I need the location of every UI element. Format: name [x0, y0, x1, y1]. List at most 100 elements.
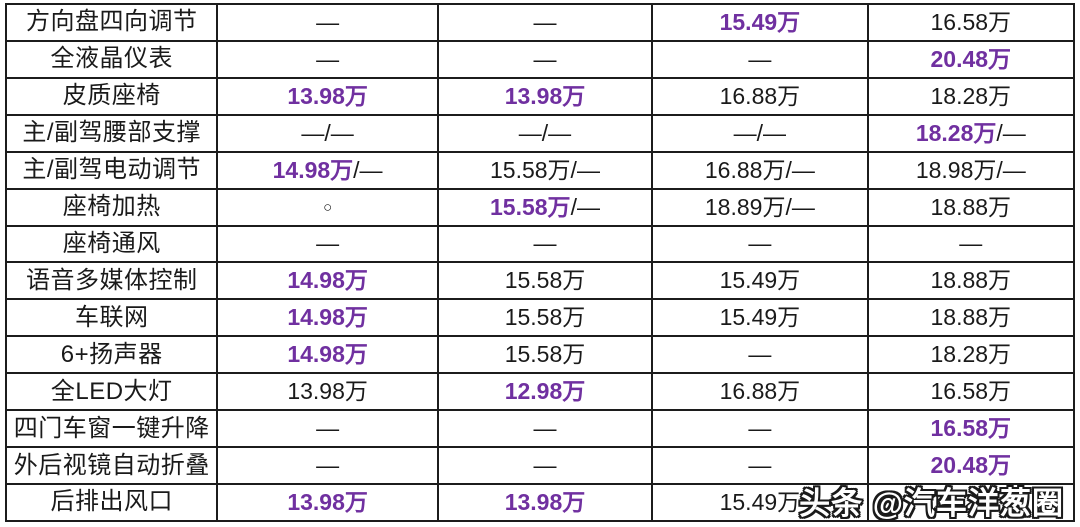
table-row: 主/副驾腰部支撑 —/— —/— —/— 18.28万/—: [7, 113, 1073, 151]
price-cell: 16.88万/—: [651, 152, 866, 188]
price-text: 16.58万: [930, 8, 1012, 35]
highlighted-price: 13.98万: [287, 82, 368, 109]
price-cell: —: [216, 5, 436, 40]
highlighted-price: 20.48万: [930, 452, 1012, 479]
price-text: —: [959, 230, 983, 257]
table-row: 6+扬声器 14.98万 15.58万 — 18.28万: [7, 335, 1073, 373]
price-cell: 16.58万: [866, 374, 1073, 410]
highlighted-price: 14.98万: [287, 267, 368, 294]
price-text: —: [748, 452, 772, 479]
price-cell: 15.49万: [651, 5, 866, 40]
price-cell: —: [216, 448, 436, 483]
price-cell: 12.98万: [436, 374, 651, 410]
price-text: —: [533, 8, 557, 35]
price-cell: 15.58万/—: [436, 152, 651, 188]
table-row: 座椅通风 — — — —: [7, 224, 1073, 262]
feature-cell: 外后视镜自动折叠: [13, 451, 210, 479]
price-text: 18.88万: [930, 267, 1012, 294]
price-text: —: [748, 230, 772, 257]
price-text: —: [748, 45, 772, 72]
price-cell: 15.49万: [651, 484, 866, 520]
price-text: 15.58万: [504, 304, 586, 331]
highlighted-price: 15.49万: [719, 8, 801, 35]
price-cell: 20.48万: [866, 41, 1073, 77]
price-text: —: [533, 230, 557, 257]
price-text: —: [316, 230, 340, 257]
feature-cell: 主/副驾电动调节: [22, 156, 202, 184]
price-cell: —: [866, 226, 1073, 262]
highlighted-price: 16.58万: [930, 415, 1012, 442]
watermark: 头条 @汽车洋葱圈: [798, 485, 1064, 522]
price-text: /—: [353, 156, 383, 183]
price-text: 18.28万: [930, 488, 1012, 515]
price-cell: 18.88万: [866, 263, 1073, 299]
feature-cell: 主/副驾腰部支撑: [22, 119, 202, 147]
price-cell: —: [651, 337, 866, 373]
price-cell: 13.98万: [216, 484, 436, 520]
price-cell: —/—: [216, 115, 436, 151]
price-text: —: [316, 8, 340, 35]
price-cell: —: [651, 411, 866, 447]
price-cell: 15.58万/—: [436, 189, 651, 225]
price-text: —: [316, 45, 340, 72]
feature-cell: 后排出风口: [50, 488, 173, 516]
price-cell: 13.98万: [436, 484, 651, 520]
price-text: 15.49万: [719, 267, 801, 294]
feature-cell: 全LED大灯: [50, 377, 173, 405]
price-text: —: [748, 341, 772, 368]
price-cell: 16.58万: [866, 411, 1073, 447]
price-text: 18.28万: [930, 341, 1012, 368]
price-cell: 14.98万: [216, 263, 436, 299]
highlighted-price: 18.28万: [915, 119, 997, 146]
price-text: 18.88万: [930, 193, 1012, 220]
price-text: 16.88万: [719, 378, 801, 405]
price-cell: 16.88万: [651, 78, 866, 114]
price-cell: 15.49万: [651, 263, 866, 299]
table-row: 全液晶仪表 — — — 20.48万: [7, 39, 1073, 77]
price-text: 18.98万/—: [915, 156, 1026, 183]
highlighted-price: 15.58万: [490, 193, 571, 220]
price-cell: 14.98万: [216, 337, 436, 373]
price-cell: 15.58万: [436, 263, 651, 299]
highlighted-price: 13.98万: [504, 82, 586, 109]
price-cell: —: [436, 5, 651, 40]
price-cell: 20.48万: [866, 448, 1073, 483]
price-cell: 13.98万: [216, 78, 436, 114]
price-text: —: [316, 415, 340, 442]
price-cell: —: [651, 448, 866, 483]
price-cell: 14.98万: [216, 300, 436, 336]
price-cell: ○: [216, 189, 436, 225]
price-text: —/—: [733, 119, 787, 146]
feature-price-table: 方向盘四向调节 — —15.49万 16.58万 全液晶仪表 — — —20.48万 皮质座椅 1…: [5, 3, 1075, 522]
table-row: 外后视镜自动折叠 — — — 20.48万: [7, 446, 1073, 483]
price-text: —: [533, 452, 557, 479]
price-cell: —/—: [436, 115, 651, 151]
price-cell: —: [436, 411, 651, 447]
price-text: —: [533, 45, 557, 72]
price-cell: 18.89万/—: [651, 189, 866, 225]
price-cell: 18.88万: [866, 300, 1073, 336]
table-row: 座椅加热 ○ 15.58万/— 18.89万/— 18.88万: [7, 187, 1073, 225]
price-cell: —: [436, 448, 651, 483]
price-cell: 18.28万: [866, 78, 1073, 114]
price-cell: 15.58万: [436, 337, 651, 373]
feature-cell: 四门车窗一键升降: [13, 414, 210, 442]
price-cell: 14.98万/—: [216, 152, 436, 188]
price-cell: —: [651, 41, 866, 77]
table-row: 语音多媒体控制 14.98万 15.58万 15.49万 18.88万: [7, 261, 1073, 299]
price-cell: 15.49万: [651, 300, 866, 336]
price-text: —: [533, 415, 557, 442]
price-cell: 18.28万: [866, 484, 1073, 520]
price-cell: —: [436, 226, 651, 262]
price-cell: 13.98万: [216, 374, 436, 410]
highlighted-price: 12.98万: [504, 378, 586, 405]
price-text: 15.49万: [719, 488, 801, 515]
price-cell: 18.98万/—: [866, 152, 1073, 188]
price-cell: —: [651, 226, 866, 262]
highlighted-price: 14.98万: [287, 304, 368, 331]
price-text: 15.58万/—: [490, 156, 600, 183]
highlighted-price: 13.98万: [504, 488, 586, 515]
feature-cell: 方向盘四向调节: [25, 8, 198, 36]
highlighted-price: 14.98万: [272, 156, 354, 183]
price-cell: 16.58万: [866, 5, 1073, 40]
